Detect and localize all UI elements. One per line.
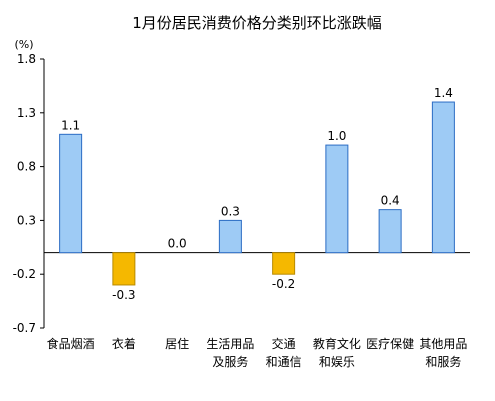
bar — [378, 209, 402, 254]
data-label: 0.0 — [168, 237, 187, 251]
bar — [59, 133, 83, 254]
data-label: 0.4 — [381, 194, 400, 208]
x-tick-label: 交通 — [272, 336, 296, 351]
y-tick-label: 0.8 — [17, 160, 36, 174]
y-axis: 1.8 1.3 0.8 0.3 -0.2 -0.7 — [13, 52, 470, 335]
y-tick-label: 0.3 — [17, 213, 36, 227]
data-label: 1.1 — [61, 118, 80, 132]
x-tick-label: 生活用品 — [206, 337, 254, 351]
data-label: -0.3 — [112, 288, 135, 302]
y-unit-label: (%) — [14, 38, 33, 51]
y-tick-label: -0.2 — [13, 267, 36, 281]
bar — [325, 144, 349, 254]
data-label: 1.4 — [434, 86, 453, 100]
x-tick-label: 其他用品 — [419, 337, 467, 351]
x-tick-label: 和服务 — [425, 354, 461, 369]
data-label: -0.2 — [272, 277, 295, 291]
x-tick-label: 居住 — [165, 337, 189, 351]
bar — [112, 252, 136, 286]
x-tick-label: 医疗保健 — [366, 337, 414, 351]
y-tick-label: -0.7 — [13, 321, 36, 335]
y-tick-label: 1.3 — [17, 106, 36, 120]
y-tick-label: 1.8 — [17, 52, 36, 66]
bar — [431, 101, 455, 254]
bar — [272, 252, 296, 275]
data-label: 0.3 — [221, 204, 240, 218]
x-tick-label: 教育文化 — [313, 336, 361, 351]
x-tick-label: 食品烟酒 — [47, 336, 95, 351]
bar — [218, 219, 242, 254]
x-tick-label: 衣着 — [112, 336, 136, 351]
chart-title: 1月份居民消费价格分类别环比涨跌幅 — [132, 14, 382, 32]
x-tick-label: 和娱乐 — [319, 355, 355, 369]
x-tick-label: 和通信 — [266, 355, 302, 369]
data-label: 1.0 — [327, 129, 346, 143]
bars-group: 1.1 -0.3 0.0 0.3 -0.2 1.0 0.4 1.4 — [59, 86, 455, 302]
x-tick-label: 及服务 — [212, 354, 248, 369]
